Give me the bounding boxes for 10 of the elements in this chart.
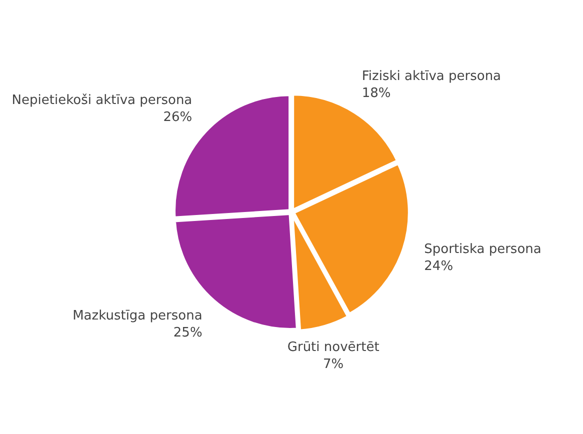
data-label: 24%	[424, 259, 454, 274]
data-label: 18%	[362, 86, 391, 102]
slice-label: Fiziski aktīva persona	[362, 69, 502, 84]
slice-label: Mazkustīga persona	[72, 308, 202, 324]
slice-label: Sportiska persona	[424, 242, 542, 258]
slice-label: Nepietiekoši aktīva persona	[12, 93, 192, 108]
data-label: 7%	[323, 356, 344, 372]
slice-label: Grūti novērtēt	[287, 340, 380, 355]
data-label: 26%	[163, 110, 192, 126]
data-label: 25%	[173, 325, 202, 340]
